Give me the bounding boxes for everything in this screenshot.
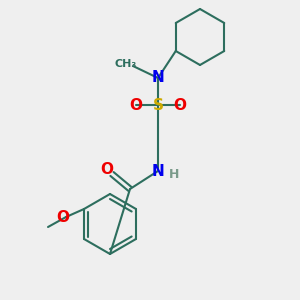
Text: N: N [152, 70, 164, 86]
Text: O: O [56, 211, 70, 226]
Text: N: N [152, 164, 164, 178]
Text: H: H [169, 167, 179, 181]
Text: O: O [130, 98, 142, 112]
Text: CH₃: CH₃ [115, 59, 137, 69]
Text: S: S [152, 98, 164, 112]
Text: O: O [100, 161, 113, 176]
Text: O: O [173, 98, 187, 112]
